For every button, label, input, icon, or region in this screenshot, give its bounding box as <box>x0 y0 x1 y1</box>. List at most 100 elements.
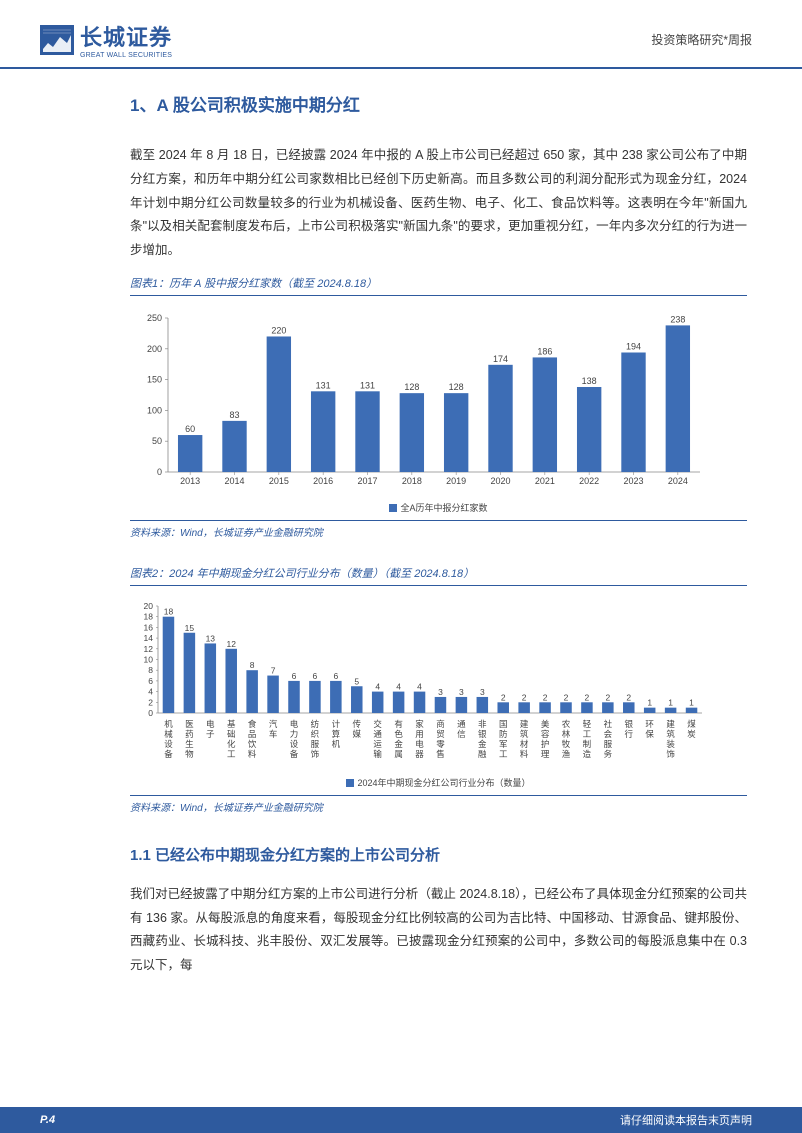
svg-text:渔: 渔 <box>562 749 571 759</box>
svg-text:1: 1 <box>647 697 652 707</box>
logo-text-main: 长城证券 <box>80 20 172 52</box>
svg-text:保: 保 <box>645 729 654 739</box>
svg-text:药: 药 <box>185 729 194 739</box>
svg-text:50: 50 <box>152 436 162 446</box>
section-1-paragraph: 截至 2024 年 8 月 18 日，已经披露 2024 年中报的 A 股上市公… <box>130 144 747 263</box>
svg-text:4: 4 <box>396 681 401 691</box>
header-right-text: 投资策略研究*周报 <box>651 31 752 48</box>
svg-text:6: 6 <box>148 676 153 686</box>
svg-text:理: 理 <box>541 749 550 759</box>
svg-text:炭: 炭 <box>687 729 696 739</box>
svg-text:服: 服 <box>311 739 320 749</box>
svg-text:200: 200 <box>147 344 162 354</box>
svg-text:料: 料 <box>248 749 257 759</box>
chart1-legend-label: 全A历年中报分红家数 <box>400 503 487 513</box>
svg-text:建: 建 <box>520 719 529 729</box>
svg-text:社: 社 <box>604 719 613 729</box>
section-1-1-title: 1.1 已经公布中期现金分红方案的上市公司分析 <box>130 844 747 865</box>
svg-text:造: 造 <box>583 749 592 759</box>
page-footer: P.4 请仔细阅读本报告末页声明 <box>0 1107 802 1133</box>
svg-text:186: 186 <box>537 346 552 356</box>
svg-text:2: 2 <box>605 692 610 702</box>
svg-text:16: 16 <box>144 622 154 632</box>
chart2-bar-chart: 0246810121416182018机械设备15医药生物13电子12基础化工8… <box>130 594 710 769</box>
svg-text:128: 128 <box>404 382 419 392</box>
svg-text:媒: 媒 <box>353 729 362 739</box>
svg-text:12: 12 <box>144 644 154 654</box>
svg-text:计: 计 <box>332 719 341 729</box>
svg-text:4: 4 <box>148 686 153 696</box>
svg-text:250: 250 <box>147 313 162 323</box>
svg-text:器: 器 <box>415 749 424 759</box>
svg-text:3: 3 <box>459 687 464 697</box>
svg-text:品: 品 <box>248 729 257 739</box>
svg-text:制: 制 <box>583 739 592 749</box>
svg-text:2014: 2014 <box>224 476 244 486</box>
svg-text:信: 信 <box>457 729 466 739</box>
chart2-title: 图表2：2024 年中期现金分红公司行业分布（数量）（截至 2024.8.18） <box>130 565 747 586</box>
svg-text:2022: 2022 <box>579 476 599 486</box>
svg-text:238: 238 <box>670 314 685 324</box>
svg-text:纺: 纺 <box>311 719 320 729</box>
svg-text:2023: 2023 <box>623 476 643 486</box>
svg-text:2: 2 <box>585 692 590 702</box>
svg-text:6: 6 <box>313 671 318 681</box>
svg-text:100: 100 <box>147 405 162 415</box>
svg-text:饰: 饰 <box>311 749 320 759</box>
logo-area: 长城证券 GREAT WALL SECURITIES <box>40 20 172 59</box>
svg-text:银: 银 <box>625 719 634 729</box>
svg-text:行: 行 <box>625 729 634 739</box>
svg-text:金: 金 <box>478 739 487 749</box>
svg-text:传: 传 <box>353 719 362 729</box>
svg-text:电: 电 <box>415 739 424 749</box>
svg-text:2018: 2018 <box>402 476 422 486</box>
svg-text:2013: 2013 <box>180 476 200 486</box>
svg-text:通: 通 <box>373 729 382 739</box>
svg-text:防: 防 <box>499 729 508 739</box>
svg-text:筑: 筑 <box>666 729 675 739</box>
svg-text:备: 备 <box>164 749 173 759</box>
chart1-title: 图表1：历年 A 股中报分红家数（截至 2024.8.18） <box>130 275 747 296</box>
svg-text:13: 13 <box>206 633 216 643</box>
svg-text:色: 色 <box>394 729 403 739</box>
svg-text:备: 备 <box>290 749 299 759</box>
svg-text:131: 131 <box>360 380 375 390</box>
svg-text:0: 0 <box>148 708 153 718</box>
svg-text:商: 商 <box>436 719 445 729</box>
chart2-legend-swatch <box>346 779 354 787</box>
svg-text:20: 20 <box>144 601 154 611</box>
svg-text:设: 设 <box>290 739 299 749</box>
svg-text:材: 材 <box>520 739 529 749</box>
svg-text:机: 机 <box>332 739 341 749</box>
svg-text:家: 家 <box>415 719 424 729</box>
page-header: 长城证券 GREAT WALL SECURITIES 投资策略研究*周报 <box>0 0 802 69</box>
svg-text:用: 用 <box>415 729 424 739</box>
svg-text:5: 5 <box>354 676 359 686</box>
section-1-1-paragraph: 我们对已经披露了中期分红方案的上市公司进行分析（截止 2024.8.18），已经… <box>130 883 747 978</box>
svg-text:2: 2 <box>148 697 153 707</box>
svg-text:1: 1 <box>668 697 673 707</box>
svg-text:国: 国 <box>499 719 508 729</box>
svg-text:1: 1 <box>689 697 694 707</box>
svg-text:8: 8 <box>250 660 255 670</box>
svg-text:2020: 2020 <box>490 476 510 486</box>
svg-text:通: 通 <box>457 719 466 729</box>
svg-text:金: 金 <box>394 739 403 749</box>
svg-text:8: 8 <box>148 665 153 675</box>
svg-text:2: 2 <box>564 692 569 702</box>
chart2-source: 资料来源：Wind，长城证券产业金融研究院 <box>130 795 747 814</box>
svg-text:医: 医 <box>185 719 194 729</box>
svg-text:物: 物 <box>185 749 194 759</box>
svg-text:机: 机 <box>164 719 173 729</box>
svg-text:装: 装 <box>666 739 675 749</box>
svg-text:2: 2 <box>501 692 506 702</box>
svg-text:18: 18 <box>144 611 154 621</box>
chart1-source: 资料来源：Wind，长城证券产业金融研究院 <box>130 520 747 539</box>
svg-text:3: 3 <box>480 687 485 697</box>
svg-text:220: 220 <box>271 325 286 335</box>
svg-text:128: 128 <box>449 382 464 392</box>
svg-text:零: 零 <box>436 739 445 749</box>
svg-text:3: 3 <box>438 687 443 697</box>
svg-text:131: 131 <box>316 380 331 390</box>
svg-text:输: 输 <box>373 749 382 759</box>
